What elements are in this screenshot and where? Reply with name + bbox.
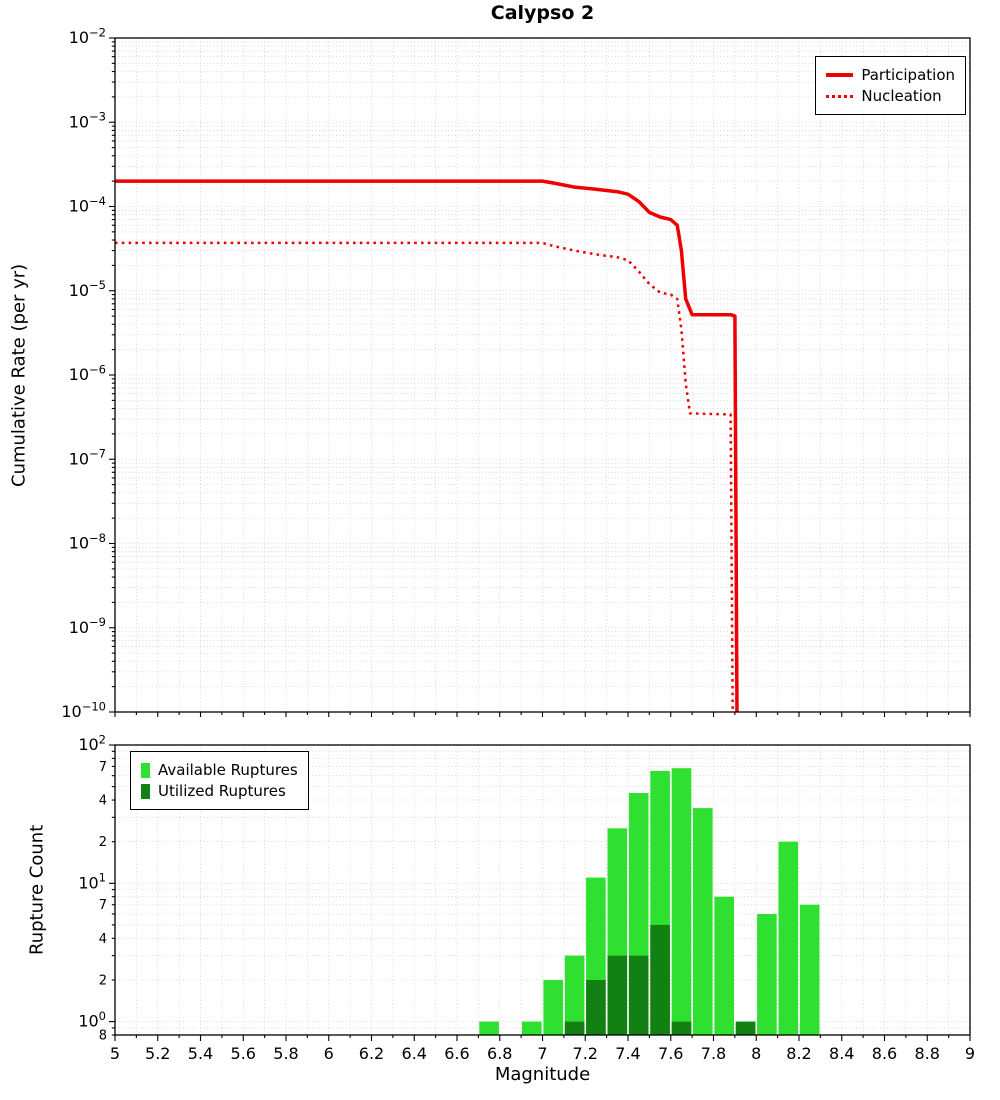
svg-text:102: 102 (78, 732, 106, 754)
svg-text:8.8: 8.8 (915, 1044, 940, 1063)
magnitude-axis-label: Magnitude (494, 1064, 591, 1085)
rate-axis: 10−2 10−3 10−4 10−5 10−6 10−7 10−8 10−9 10−10 (61, 25, 971, 721)
available-bar (693, 808, 713, 1035)
legend-entry-participation: Participation (826, 66, 955, 84)
svg-text:2: 2 (99, 973, 107, 988)
legend-entry-available: Available Ruptures (141, 761, 298, 779)
participation-line-swatch (826, 73, 854, 77)
utilized-legend-label: Utilized Ruptures (158, 782, 286, 800)
svg-text:10−6: 10−6 (69, 362, 106, 384)
count-legend: Available Ruptures Utilized Ruptures (130, 751, 309, 810)
svg-text:8: 8 (99, 1029, 107, 1044)
participation-line (115, 179, 739, 712)
utilized-bar (607, 955, 628, 1035)
svg-text:8: 8 (751, 1044, 761, 1063)
available-bar (757, 914, 777, 1035)
utilized-bar (586, 980, 606, 1035)
available-bar-swatch (141, 762, 150, 778)
available-bar (714, 896, 734, 1035)
svg-text:10−7: 10−7 (69, 447, 106, 469)
svg-text:10−9: 10−9 (69, 615, 106, 637)
count-axis-label: Rupture Count (26, 824, 48, 956)
svg-text:4: 4 (99, 794, 107, 809)
svg-text:5.8: 5.8 (273, 1044, 298, 1063)
utilized-bar (564, 1021, 585, 1035)
svg-text:7.2: 7.2 (573, 1044, 598, 1063)
nucleation-line-swatch (826, 94, 854, 98)
participation-legend-label: Participation (861, 66, 955, 84)
svg-text:5.4: 5.4 (188, 1044, 213, 1063)
nucleation-legend-label: Nucleation (861, 87, 942, 105)
rate-axis-label: Cumulative Rate (per yr) (8, 263, 30, 487)
count-grid (115, 745, 970, 1035)
available-bar (799, 904, 820, 1035)
svg-text:7: 7 (537, 1044, 547, 1063)
svg-text:100: 100 (78, 1009, 106, 1031)
svg-text:8.6: 8.6 (872, 1044, 897, 1063)
legend-entry-nucleation: Nucleation (826, 87, 955, 105)
svg-text:6.4: 6.4 (402, 1044, 427, 1063)
svg-text:10−4: 10−4 (69, 194, 106, 216)
svg-text:7.8: 7.8 (701, 1044, 726, 1063)
available-bar (564, 955, 585, 1035)
svg-text:6.6: 6.6 (444, 1044, 469, 1063)
svg-text:8.4: 8.4 (829, 1044, 854, 1063)
svg-text:5.6: 5.6 (231, 1044, 256, 1063)
available-bar (522, 1021, 542, 1035)
rate-legend: Participation Nucleation (815, 56, 966, 115)
svg-text:5.2: 5.2 (145, 1044, 170, 1063)
svg-text:5: 5 (110, 1044, 120, 1063)
svg-text:10−3: 10−3 (69, 110, 106, 132)
svg-text:6: 6 (324, 1044, 334, 1063)
figure-title: Calypso 2 (490, 2, 595, 24)
utilized-bar (735, 1021, 756, 1035)
svg-text:7: 7 (99, 898, 107, 913)
svg-text:7.4: 7.4 (615, 1044, 640, 1063)
svg-text:7.6: 7.6 (658, 1044, 683, 1063)
utilized-bar (671, 1021, 692, 1035)
utilized-bars (564, 924, 756, 1035)
svg-text:101: 101 (78, 871, 106, 893)
svg-text:8.2: 8.2 (786, 1044, 811, 1063)
svg-text:6.2: 6.2 (359, 1044, 384, 1063)
svg-text:10−2: 10−2 (69, 25, 106, 47)
utilized-bar (628, 955, 649, 1035)
available-bar (479, 1021, 499, 1035)
available-bar (543, 980, 563, 1035)
svg-text:6.8: 6.8 (487, 1044, 512, 1063)
svg-text:10−5: 10−5 (69, 278, 106, 300)
svg-text:7: 7 (99, 760, 107, 775)
svg-text:10−8: 10−8 (69, 531, 106, 553)
svg-text:2: 2 (99, 835, 107, 850)
available-legend-label: Available Ruptures (158, 761, 298, 779)
legend-entry-utilized: Utilized Ruptures (141, 782, 298, 800)
nucleation-line (115, 241, 734, 712)
svg-text:4: 4 (99, 932, 107, 947)
svg-text:9: 9 (965, 1044, 975, 1063)
available-bar (778, 841, 799, 1035)
rate-grid (115, 38, 970, 712)
utilized-bar (650, 924, 670, 1035)
available-bar (671, 768, 692, 1035)
utilized-bar-swatch (141, 783, 150, 799)
svg-text:10−10: 10−10 (61, 699, 106, 721)
